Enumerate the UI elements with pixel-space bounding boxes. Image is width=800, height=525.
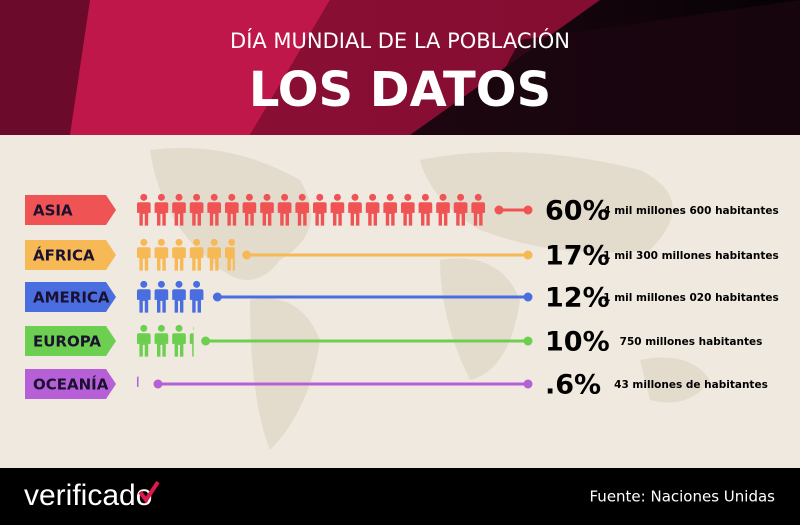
value-label: 17% — [545, 241, 610, 272]
note: 1 mil 300 millones habitantes — [603, 250, 778, 262]
brand: verificado — [24, 479, 152, 512]
footer-bg — [0, 468, 800, 525]
value-label: .6% — [545, 370, 601, 401]
connector-dot — [242, 250, 252, 260]
value-label: 12% — [545, 283, 610, 314]
connector-dot — [523, 336, 533, 346]
header-shape — [70, 0, 330, 135]
note: 1 mil millones 020 habitantes — [603, 292, 778, 304]
category-label: ASIA — [33, 202, 73, 220]
category-label: OCEANÍA — [33, 375, 109, 394]
category-label: AMERICA — [33, 289, 110, 307]
category-tag — [25, 240, 116, 270]
value-label: 60% — [545, 196, 610, 227]
brand-check — [138, 480, 160, 504]
map-decoration — [150, 148, 710, 450]
note: 4 mil millones 600 habitantes — [603, 205, 778, 217]
subtitle: LOS DATOS — [249, 62, 551, 118]
note: 750 millones habitantes — [620, 336, 763, 348]
source: Fuente: Naciones Unidas — [590, 488, 776, 506]
connector-dot — [523, 205, 533, 215]
connector-dot — [523, 250, 533, 260]
category-tag — [25, 369, 116, 399]
connector-dot — [523, 292, 533, 302]
category-tag — [25, 326, 116, 356]
map-bg — [0, 135, 800, 468]
connector-dot — [494, 205, 504, 215]
connector-dot — [212, 292, 222, 302]
title: DÍA MUNDIAL DE LA POBLACIÓN — [230, 28, 570, 53]
category-tag — [25, 195, 116, 225]
header-shape — [470, 0, 800, 135]
header-shape — [250, 0, 600, 135]
category-label: EUROPA — [33, 333, 101, 351]
category-tag — [25, 282, 116, 312]
category-label: ÁFRICA — [33, 246, 95, 265]
note: 43 millones de habitantes — [614, 379, 768, 391]
connector-dot — [523, 379, 533, 389]
connector-dot — [153, 379, 163, 389]
connector-dot — [201, 336, 211, 346]
value-label: 10% — [545, 327, 610, 358]
